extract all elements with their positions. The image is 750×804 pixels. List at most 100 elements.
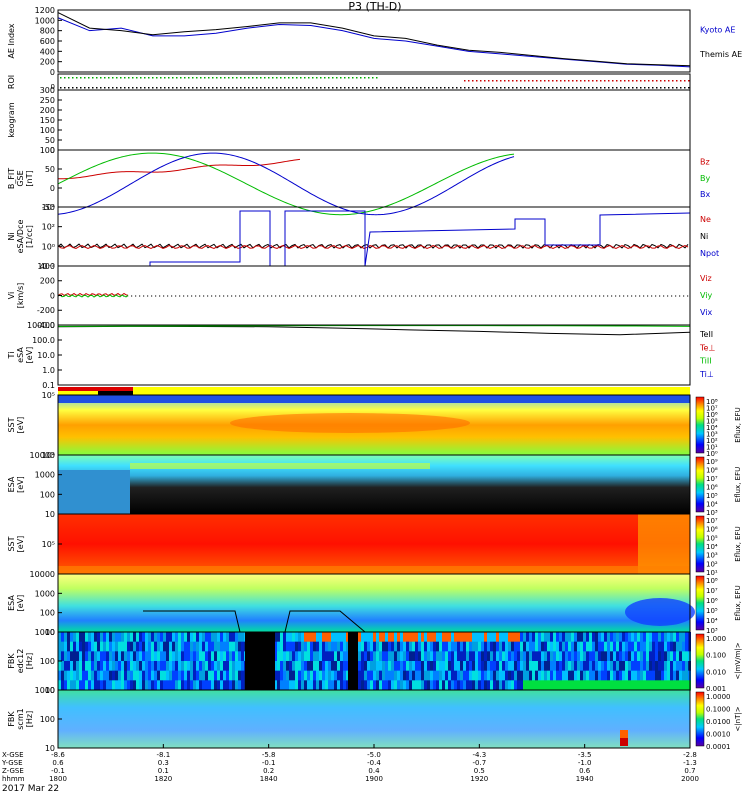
- fbk-e-cell: [379, 680, 382, 691]
- fbk-e-cell: [571, 680, 574, 691]
- roi-dot: [320, 87, 322, 89]
- y-axis-label: [eV]: [16, 595, 25, 612]
- fbk-e-cell: [670, 632, 673, 643]
- fbk-e-cell: [334, 680, 337, 691]
- roi-dot: [120, 77, 122, 79]
- roi-dot: [160, 87, 162, 89]
- roi-dot: [356, 87, 358, 89]
- fbk-e-cell: [613, 680, 616, 691]
- fbk-e-cell: [316, 651, 319, 662]
- fbk-e-cell: [532, 670, 535, 681]
- roi-dot: [544, 80, 546, 82]
- roi-dot: [260, 77, 262, 79]
- y-tick-label: 0: [50, 184, 55, 193]
- colorbar-tick-label: 10⁴: [706, 501, 718, 509]
- fbk-e-cell: [304, 651, 307, 662]
- fbk-e-cell: [682, 632, 685, 643]
- fbk-e-cell: [331, 661, 334, 672]
- vi-zero-dot: [543, 295, 545, 297]
- fbk-e-cell: [304, 670, 307, 681]
- roi-dot: [216, 77, 218, 79]
- fbk-e-cell: [85, 661, 88, 672]
- fbk-e-cell: [235, 632, 238, 643]
- roi-dot: [188, 77, 190, 79]
- fbk-e-cell: [241, 641, 244, 652]
- vi-zero-dot: [459, 295, 461, 297]
- fbk-e-cell: [469, 680, 472, 691]
- fbk-e-cell: [100, 661, 103, 672]
- fbk-e-cell: [622, 641, 625, 652]
- fbk-e-cell: [658, 632, 661, 643]
- fbk-e-cell: [91, 680, 94, 691]
- y-tick-label: 10⁴: [42, 203, 55, 212]
- fbk-e-cell: [220, 680, 223, 691]
- colorbar-tick-label: 0.0100: [706, 718, 731, 726]
- fbk-e-cell: [85, 680, 88, 691]
- fbk-e-cell: [610, 641, 613, 652]
- colorbar-tick-label: 10⁷: [706, 475, 718, 483]
- fbk-e-cell: [544, 661, 547, 672]
- fbk-e-cell: [109, 641, 112, 652]
- fbk-e-cell: [217, 641, 220, 652]
- roi-dot: [676, 80, 678, 82]
- fbk-e-cell: [454, 680, 457, 691]
- fbk-e-cell: [646, 661, 649, 672]
- roi-dot: [304, 87, 306, 89]
- fbk-e-cell: [94, 641, 97, 652]
- fbk-e-cell: [676, 661, 679, 672]
- vi-zero-dot: [231, 295, 233, 297]
- roi-dot: [172, 77, 174, 79]
- fbk-e-cell: [274, 670, 277, 681]
- vi-zero-dot: [447, 295, 449, 297]
- roi-dot: [352, 87, 354, 89]
- y-tick-label: 50: [45, 165, 55, 174]
- fbk-e-cell: [229, 661, 232, 672]
- fbk-e-cell: [346, 632, 349, 643]
- fbk-e-cell: [313, 641, 316, 652]
- fbk-e-cell: [298, 661, 301, 672]
- fbk-e-cell: [229, 680, 232, 691]
- fbk-e-cell: [631, 641, 634, 652]
- vi-zero-dot: [139, 295, 141, 297]
- fbk-e-cell: [148, 651, 151, 662]
- fbk-e-cell: [217, 632, 220, 643]
- fbk-e-cell: [289, 661, 292, 672]
- fbk-e-cell: [529, 680, 532, 691]
- fbk-e-cell: [496, 632, 499, 643]
- fbk-e-cell: [157, 680, 160, 691]
- vi-zero-dot: [335, 295, 337, 297]
- fbk-e-cell: [130, 641, 133, 652]
- fbk-e-cell: [640, 632, 643, 643]
- fbk-e-cell: [283, 632, 286, 643]
- fbk-e-cell: [448, 680, 451, 691]
- roi-dot: [180, 77, 182, 79]
- fbk-e-cell: [211, 661, 214, 672]
- fbk-e-cell: [601, 670, 604, 681]
- fbk-e-cell: [193, 661, 196, 672]
- fbk-e-cell: [511, 641, 514, 652]
- fbk-e-cell: [121, 651, 124, 662]
- vi-zero-dot: [143, 295, 145, 297]
- colorbar-label: Eflux, EFU: [734, 526, 742, 561]
- roi-dot: [164, 87, 166, 89]
- fbk-e-cell: [403, 670, 406, 681]
- fbk-e-cell: [88, 641, 91, 652]
- fbk-e-cell: [346, 641, 349, 652]
- roi-dot: [452, 87, 454, 89]
- vi-zero-dot: [471, 295, 473, 297]
- vi-zero-dot: [415, 295, 417, 297]
- fbk-e-cell: [97, 632, 100, 643]
- fbk-e-cell: [184, 661, 187, 672]
- roi-dot: [132, 77, 134, 79]
- roi-dot: [476, 80, 478, 82]
- vi-zero-dot: [435, 295, 437, 297]
- fbk-e-cell: [97, 661, 100, 672]
- y-axis-label: B_FIT: [7, 168, 16, 189]
- vi-zero-dot: [523, 295, 525, 297]
- fbk-e-cell: [103, 651, 106, 662]
- roi-dot: [464, 87, 466, 89]
- roi-dot: [76, 77, 78, 79]
- fbk-e-cell: [226, 651, 229, 662]
- fbk-e-cell: [631, 670, 634, 681]
- fbk-e-cell: [667, 641, 670, 652]
